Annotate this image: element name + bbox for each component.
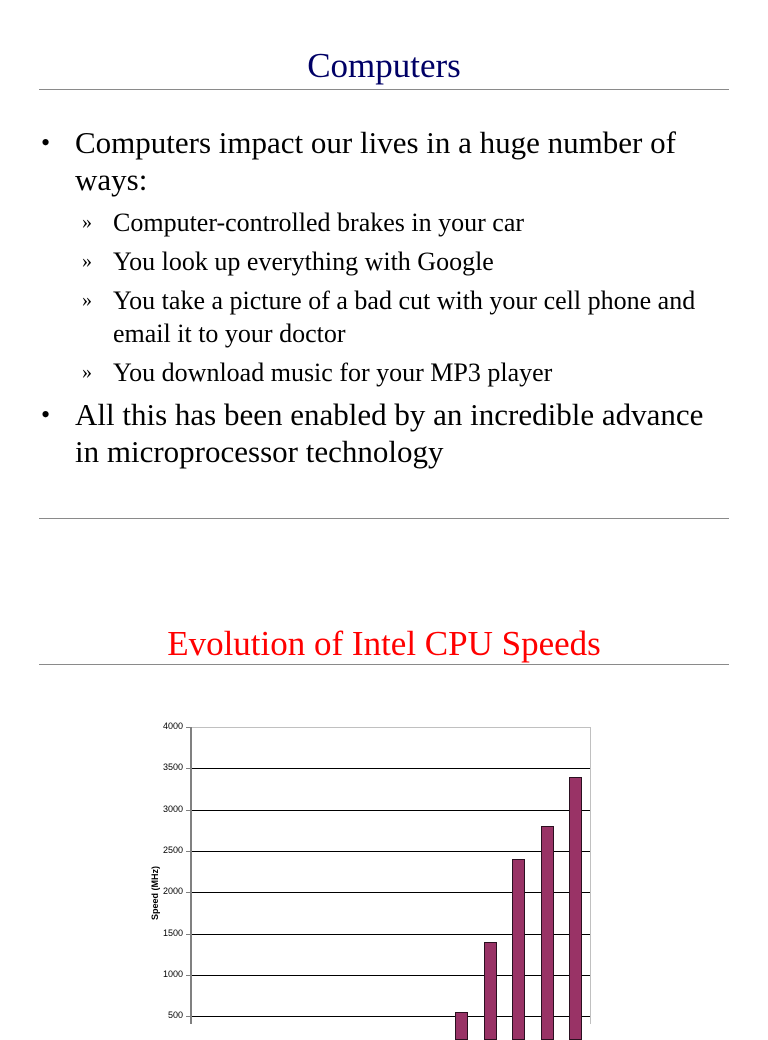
bullet-text: Computers impact our lives in a huge num… [75,125,676,197]
sub-bullet-text: You take a picture of a bad cut with you… [113,286,696,348]
bar [483,941,497,1040]
sub-bullet-icon: » [82,361,92,383]
y-tick-mark [186,850,191,852]
bullet-icon: • [41,400,51,429]
y-tick-label: 1000 [162,968,183,979]
sub-bullet-text: You look up everything with Google [113,247,494,276]
y-tick-mark [186,1016,191,1018]
y-tick-label: 1500 [162,927,183,938]
y-tick-label: 2000 [162,886,183,897]
sub-bullet-text: You download music for your MP3 player [113,358,553,387]
plot-top-border [191,727,590,728]
y-tick-label: 4000 [162,721,183,731]
gridline [191,1016,590,1018]
y-tick-label: 3000 [162,803,183,814]
y-tick-mark [186,727,191,728]
y-tick-label: 2500 [162,844,183,855]
gridline [191,768,590,770]
slide-bottom-divider [39,518,729,519]
y-tick-mark [186,933,191,935]
y-axis-line [190,727,192,1024]
y-tick-mark [186,892,191,894]
bar [512,859,526,1040]
sub-bullet-icon: » [82,289,92,311]
sub-bullet-text: Computer-controlled brakes in your car [113,208,525,237]
gridline [191,850,590,852]
bar [540,826,554,1040]
title-divider [39,89,729,90]
sub-bullet-icon: » [82,211,92,233]
y-tick-mark [186,768,191,770]
y-tick-mark [186,974,191,976]
cpu-speed-bar-chart: Speed (MHz) 4000 3500 3000 2500 2000 1500 1000… [0,700,768,1040]
bar [569,776,583,1040]
title-divider [39,664,729,665]
bar [455,1011,469,1040]
gridline [191,809,590,811]
gridline [191,974,590,976]
bullet-text: All this has been enabled by an incredib… [75,397,704,469]
gridline [191,933,590,935]
slide-title-computers: Computers [307,46,461,85]
sub-bullet-icon: » [82,250,92,272]
bullet-icon: • [41,128,51,157]
y-tick-label: 3500 [162,762,183,773]
slide-title-cpu-speeds: Evolution of Intel CPU Speeds [167,624,601,663]
plot-right-border [590,727,591,1024]
gridline [191,892,590,894]
y-tick-label: 500 [167,1010,183,1021]
y-tick-mark [186,809,191,811]
